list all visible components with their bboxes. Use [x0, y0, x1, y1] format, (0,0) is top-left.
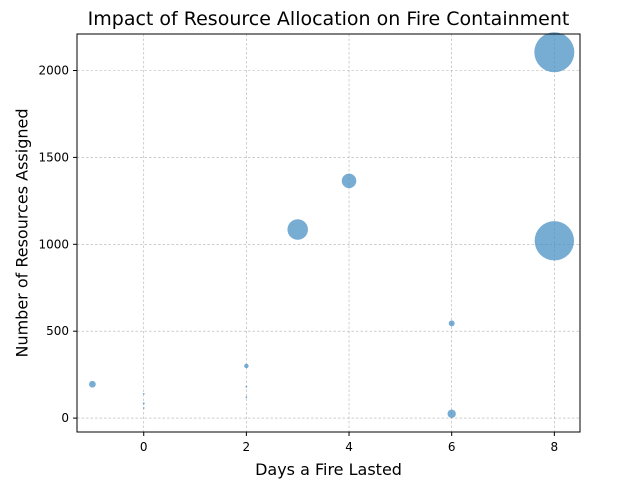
scatter-point: [244, 363, 249, 369]
scatter-point: [534, 32, 575, 73]
scatter-point: [341, 173, 357, 189]
scatter-point: [142, 407, 145, 409]
x-axis-label: Days a Fire Lasted: [255, 460, 402, 479]
y-tick-label: 1500: [38, 150, 69, 164]
x-tick-label: 6: [448, 440, 456, 454]
scatter-point: [245, 385, 248, 388]
scatter-point: [534, 221, 575, 261]
scatter-point: [245, 396, 248, 399]
scatter-point: [287, 219, 308, 240]
grid: [77, 34, 580, 432]
y-tick-label: 500: [46, 324, 69, 338]
y-tick-label: 0: [61, 411, 69, 425]
plot-area-frame: [76, 33, 581, 433]
x-tick-label: 2: [243, 440, 251, 454]
x-tick-label: 0: [140, 440, 148, 454]
data-points: [89, 32, 575, 418]
scatter-point: [447, 409, 456, 418]
x-tick-label: 4: [345, 440, 353, 454]
x-axis-ticks: 0 2 4 6 8: [140, 432, 558, 454]
y-tick-label: 1000: [38, 237, 69, 251]
y-tick-label: 2000: [38, 63, 69, 77]
scatter-point: [142, 392, 145, 395]
scatter-point: [89, 380, 96, 388]
chart-title: Impact of Resource Allocation on Fire Co…: [88, 8, 570, 30]
y-axis-ticks: 0 500 1000 1500 2000: [38, 63, 77, 425]
scatter-point: [448, 320, 455, 327]
x-tick-label: 8: [551, 440, 559, 454]
scatter-point: [142, 402, 145, 405]
y-axis-label: Number of Resources Assigned: [13, 108, 32, 357]
